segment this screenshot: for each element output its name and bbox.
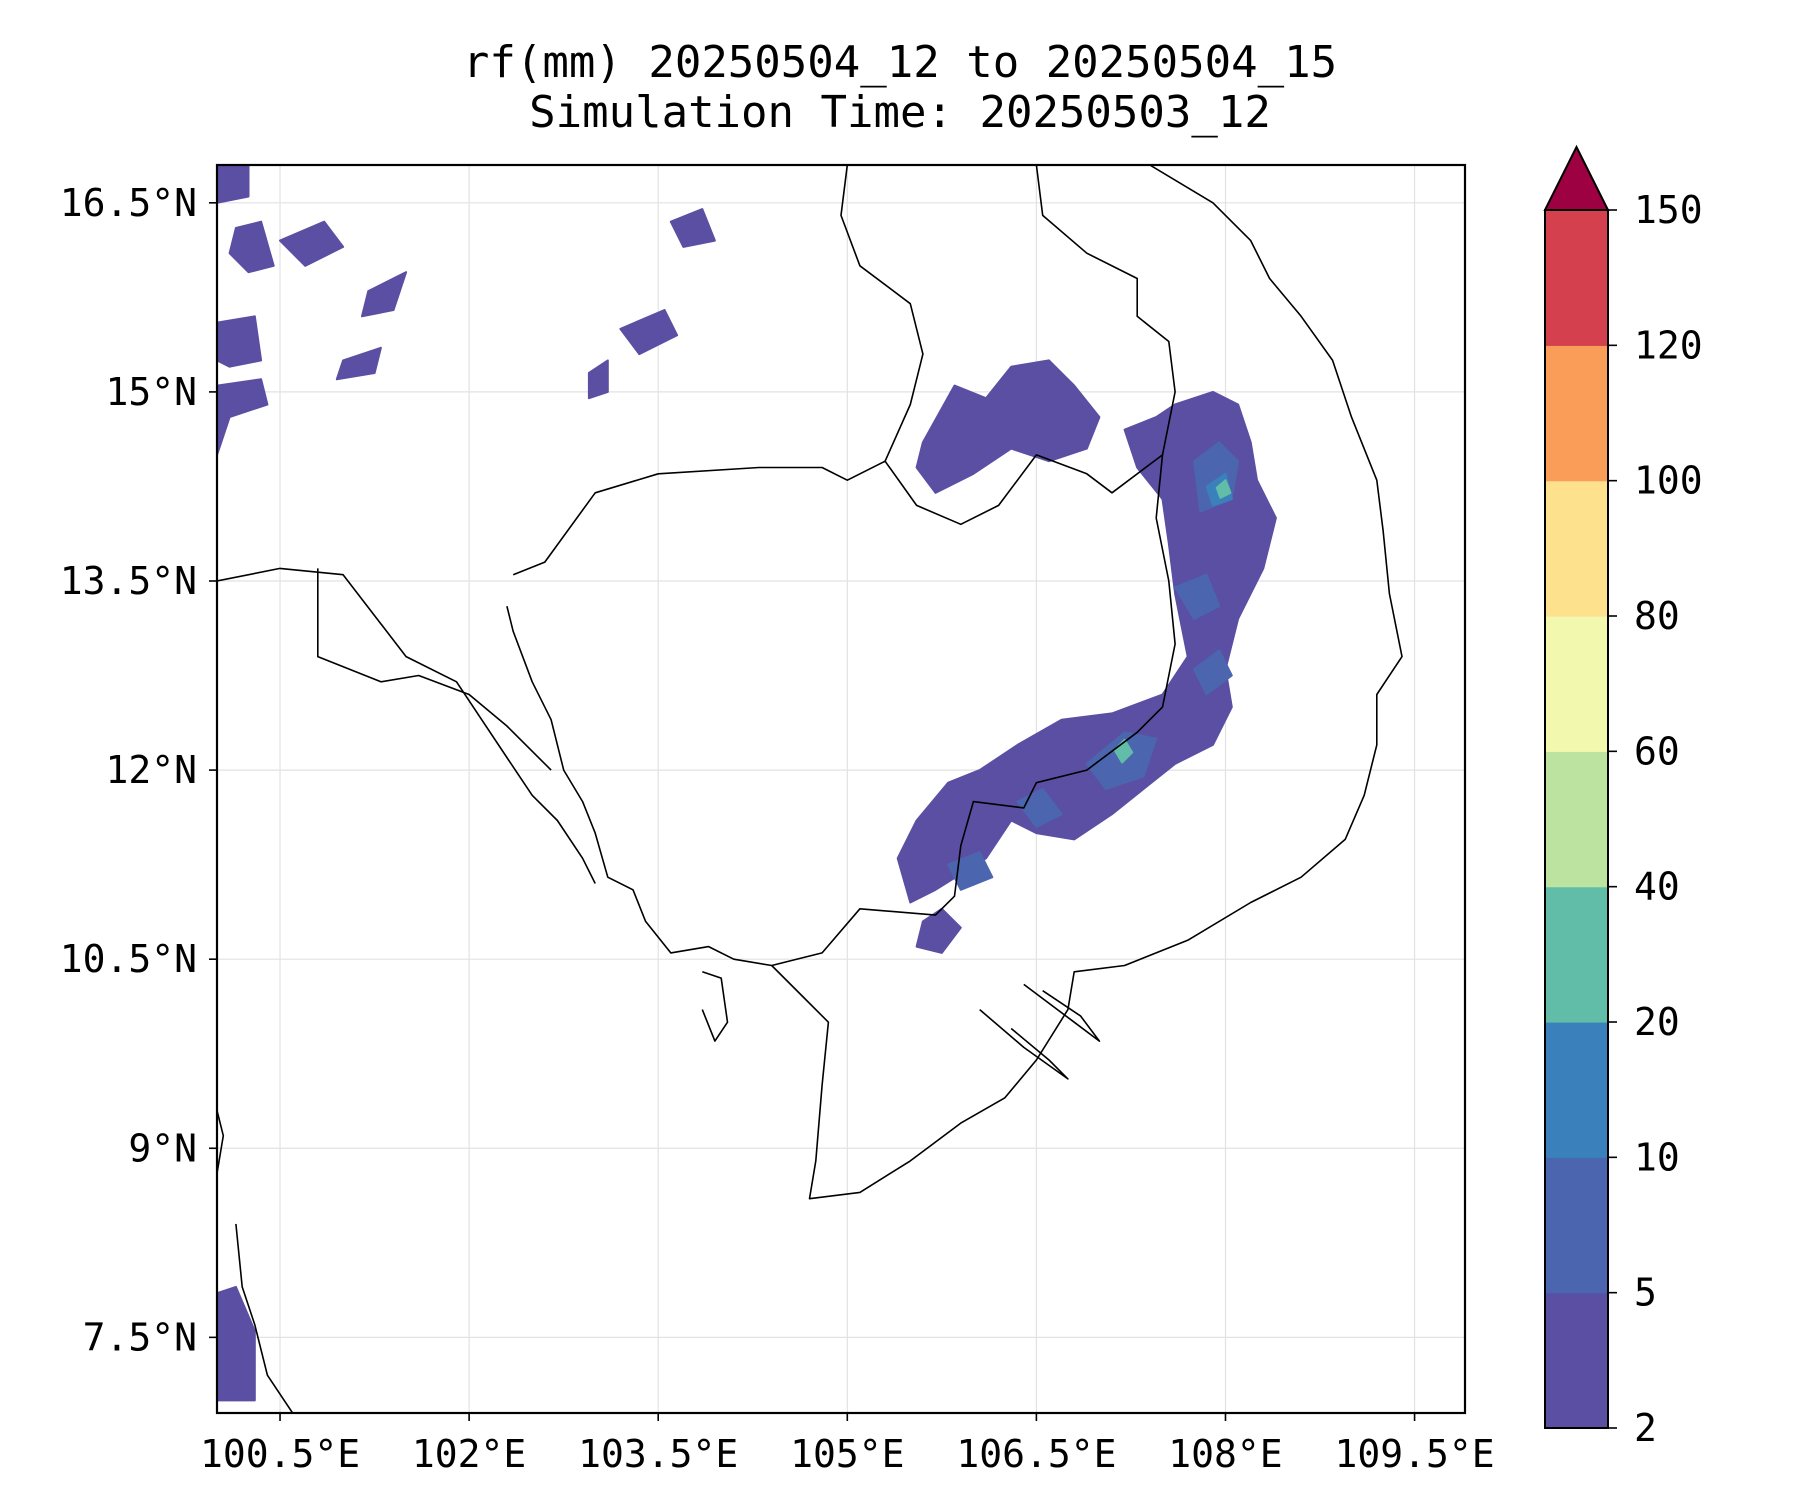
colorbar-segment: [1545, 480, 1608, 617]
rain-area-cell-h: [1215, 479, 1232, 499]
colorbar-tick-label: 60: [1634, 729, 1680, 773]
rain-area-cell-b: [1174, 573, 1221, 620]
colorbar-segment: [1545, 751, 1608, 888]
rain-area-far-south-west: [217, 1285, 256, 1402]
y-tick-label: 10.5°N: [60, 937, 197, 981]
rain-area-northwest-speckle-2: [228, 220, 275, 274]
rain-area-north-cluster: [915, 359, 1101, 494]
boundary-mekong-delta-river-2: [1023, 983, 1101, 1042]
rain-area-central-speckle-2: [619, 309, 679, 356]
colorbar-segment: [1545, 345, 1608, 482]
rain-area-cell-c: [1193, 649, 1233, 696]
colorbar-tick-label: 5: [1634, 1271, 1657, 1315]
rain-area-northwest-speckle-6: [361, 271, 408, 318]
y-tick-label: 7.5°N: [83, 1315, 197, 1359]
x-tick-label: 106.5°E: [956, 1432, 1116, 1476]
boundary-peninsula-coast-west: [217, 1110, 225, 1174]
y-axis-ticks: 16.5°N 15°N 13.5°N 12°N 10.5°N 9°N 7.5°N: [60, 181, 217, 1359]
colorbar-tick-label: 40: [1634, 865, 1680, 909]
colorbar-tick-label: 80: [1634, 594, 1680, 638]
boundary-thailand-laos-border: [840, 165, 924, 462]
x-axis-ticks: 100.5°E 102°E 103.5°E 105°E 106.5°E 108°E 109.…: [200, 1413, 1495, 1476]
colorbar-segment: [1545, 1157, 1608, 1294]
boundary-island-phu-quoc: [701, 971, 729, 1042]
x-tick-label: 100.5°E: [200, 1432, 360, 1476]
colorbar-tick-label: 10: [1634, 1135, 1680, 1179]
rainfall-layer: [217, 165, 1277, 1402]
map-frame: [215, 163, 1467, 1415]
rain-area-northwest-speckle-7: [335, 346, 382, 381]
boundary-thailand-inner-border: [317, 568, 552, 771]
x-tick-label: 103.5°E: [578, 1432, 738, 1476]
colorbar-segment: [1545, 616, 1608, 752]
boundary-vietnam-coast: [771, 165, 1403, 1200]
map-background: [217, 165, 1465, 1413]
x-tick-label: 105°E: [790, 1432, 904, 1476]
colorbar-segment: [1545, 1022, 1608, 1158]
y-tick-label: 16.5°N: [60, 181, 197, 225]
y-tick-label: 12°N: [105, 748, 197, 792]
rain-area-central-speckle-3: [587, 359, 609, 400]
rain-area-northwest-speckle-4: [217, 378, 269, 456]
x-tick-label: 109.5°E: [1334, 1432, 1494, 1476]
colorbar-segment: [1545, 210, 1608, 346]
colorbar-extend-arrow: [1543, 144, 1610, 211]
rain-area-northwest-speckle-3: [217, 315, 263, 368]
colorbar: 2 5 10 20 40 60 80 100 120 150: [1543, 144, 1703, 1450]
colorbar-tick-label: 20: [1634, 1000, 1680, 1044]
boundary-mekong-delta-river-1: [979, 1008, 1069, 1080]
colorbar-frame: [1544, 209, 1609, 1429]
rain-area-northwest-speckle-5: [279, 220, 345, 267]
boundary-thailand-gulf-coast: [217, 567, 596, 884]
y-tick-label: 15°N: [105, 370, 197, 414]
title-line-1: rf(mm) 20250504_12 to 20250504_15: [462, 37, 1338, 88]
title-line-2: Simulation Time: 20250503_12: [529, 86, 1271, 138]
colorbar-tick-label: 150: [1634, 188, 1703, 232]
colorbar-tick-label: 2: [1634, 1406, 1657, 1450]
boundary-laos-vietnam-border: [1035, 165, 1176, 456]
y-tick-label: 9°N: [128, 1126, 197, 1170]
x-tick-label: 108°E: [1168, 1432, 1282, 1476]
chart-title: rf(mm) 20250504_12 to 20250504_15 Simula…: [0, 38, 1800, 137]
x-tick-label: 102°E: [412, 1432, 526, 1476]
colorbar-segment: [1545, 1292, 1608, 1429]
coastline-border-layer: [217, 165, 1403, 1413]
colorbar-tick-label: 100: [1634, 459, 1703, 503]
colorbar-segment: [1545, 886, 1608, 1023]
rain-area-northwest-speckle-1: [217, 165, 250, 204]
y-tick-label: 13.5°N: [60, 559, 197, 603]
colorbar-tick-label: 120: [1634, 323, 1703, 367]
boundary-peninsula-coast-east: [235, 1223, 294, 1413]
rain-area-central-speckle-1: [669, 208, 716, 248]
